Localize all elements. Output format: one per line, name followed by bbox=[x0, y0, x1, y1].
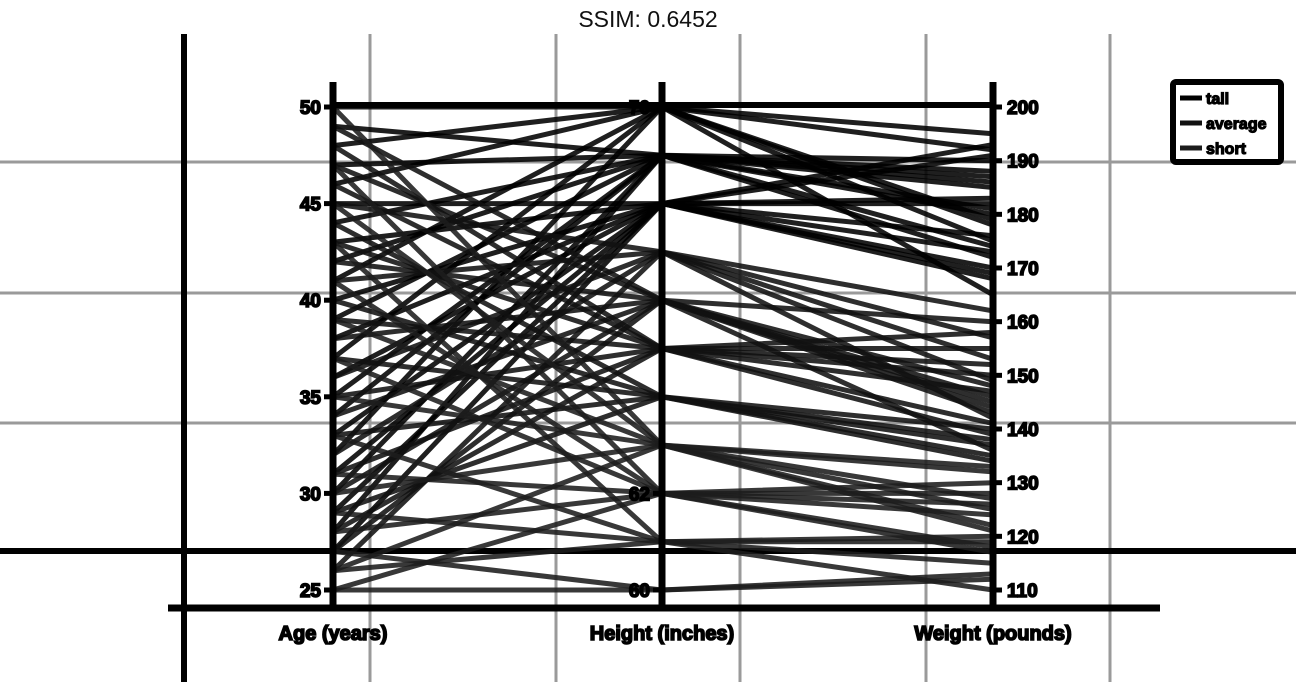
axis-tick-label: 130 bbox=[1007, 474, 1039, 495]
axis-tick-label: 160 bbox=[1007, 313, 1039, 334]
axis-tick-label: 25 bbox=[300, 581, 322, 602]
axis-tick-label: 62 bbox=[629, 484, 650, 505]
axis-tick-label: 110 bbox=[1007, 581, 1038, 602]
axis-label-weight-pounds: Weight (pounds) bbox=[914, 623, 1071, 645]
axis-label-height-inches: Height (inches) bbox=[590, 623, 734, 645]
axis-tick-label: 140 bbox=[1007, 420, 1039, 441]
axis-tick-label: 120 bbox=[1007, 527, 1039, 548]
axis-tick-label: 45 bbox=[300, 195, 322, 216]
axis-tick-label: 50 bbox=[300, 98, 321, 119]
axis-tick-label: 170 bbox=[1007, 259, 1039, 280]
axis-tick-label: 190 bbox=[1007, 152, 1039, 173]
axes: 25 30 35 40 45 50 Age (years) 60 62 70 Height (inc… bbox=[168, 82, 1160, 646]
legend-label-tall: tall bbox=[1206, 91, 1229, 108]
axis-tick-label: 30 bbox=[300, 484, 321, 505]
axis-tick-label: 70 bbox=[629, 98, 650, 119]
axis-tick-label: 35 bbox=[300, 388, 322, 409]
page-title: SSIM: 0.6452 bbox=[578, 6, 718, 32]
axis-tick-label: 180 bbox=[1007, 205, 1039, 226]
legend-label-short: short bbox=[1206, 141, 1247, 158]
legend-box bbox=[1170, 79, 1284, 165]
axis-tick-label: 40 bbox=[300, 291, 321, 312]
axis-tick-label: 200 bbox=[1007, 98, 1039, 119]
axis-tick-label: 150 bbox=[1007, 366, 1039, 387]
legend: tall average short bbox=[1170, 79, 1284, 165]
legend-label-average: average bbox=[1206, 116, 1267, 133]
axis-tick-label: 60 bbox=[629, 581, 650, 602]
axis-label-age-years: Age (years) bbox=[279, 623, 388, 645]
